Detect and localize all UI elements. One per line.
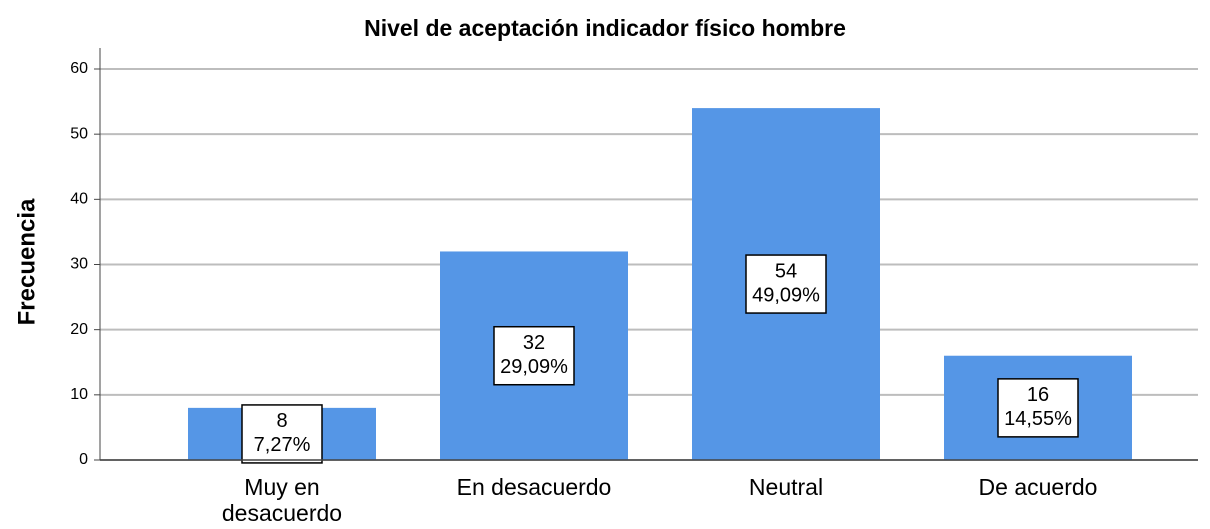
- y-tick-label: 60: [70, 60, 88, 77]
- percent-label: 7,27%: [254, 434, 311, 456]
- y-tick-label: 20: [70, 321, 88, 338]
- y-axis-label: Frecuencia: [13, 198, 40, 325]
- y-tick-label: 30: [70, 256, 88, 273]
- label-box: [745, 254, 827, 314]
- count-label: 54: [775, 260, 797, 282]
- percent-label: 29,09%: [500, 356, 568, 378]
- label-box: [241, 404, 323, 464]
- count-label: 8: [276, 410, 287, 432]
- y-tick-label: 40: [70, 191, 88, 208]
- y-tick-label: 0: [79, 451, 88, 468]
- percent-label: 49,09%: [752, 284, 820, 306]
- count-label: 32: [523, 332, 545, 354]
- x-tick-label: En desacuerdo: [456, 474, 612, 500]
- x-tick-label: Neutral: [748, 474, 824, 500]
- count-label: 16: [1027, 384, 1049, 406]
- x-tick-label: De acuerdo: [978, 474, 1098, 500]
- data-label: 87,27%: [241, 404, 323, 464]
- x-tick-label: Muy en desacuerdo: [221, 474, 343, 526]
- percent-label: 14,55%: [1004, 408, 1072, 430]
- label-box: [997, 378, 1079, 438]
- chart-title: Nivel de aceptación indicador físico hom…: [364, 15, 846, 41]
- y-tick-label: 10: [70, 386, 88, 403]
- y-tick-label: 50: [70, 125, 88, 142]
- label-box: [493, 325, 575, 386]
